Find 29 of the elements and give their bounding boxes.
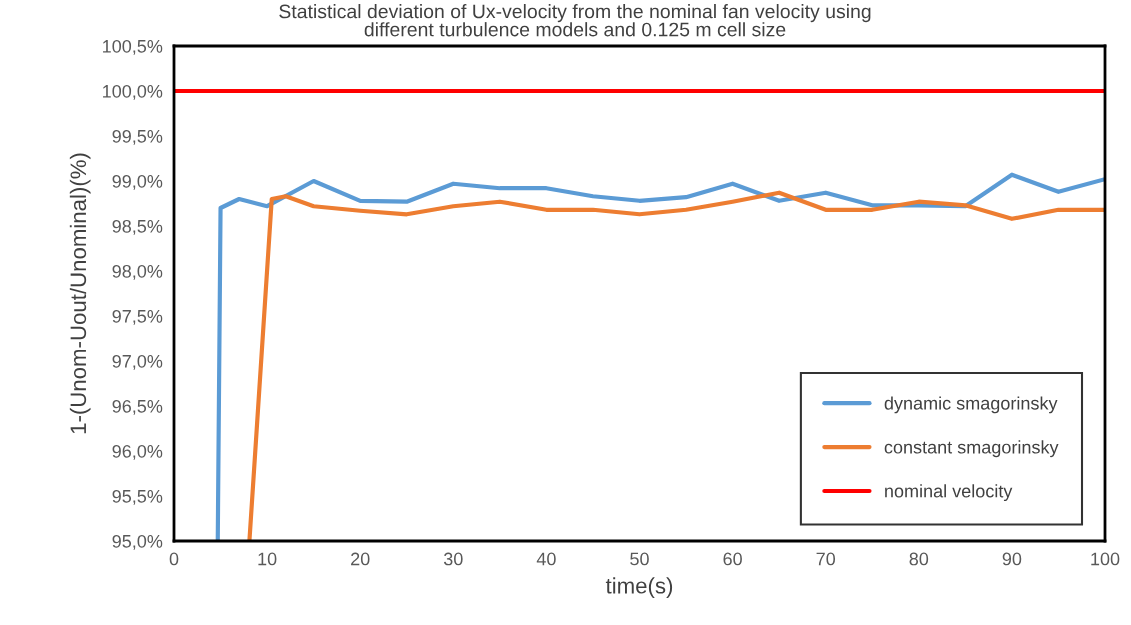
x-tick-label: 80 [909, 552, 929, 566]
y-tick-label: 97,0% [112, 354, 163, 370]
y-tick-label: 96,0% [112, 444, 163, 460]
y-tick-label: 100,5% [103, 39, 163, 55]
x-tick-label: 20 [351, 552, 370, 566]
x-tick-label: 50 [630, 552, 649, 566]
x-axis-title: time(s) [605, 577, 673, 598]
y-axis-title: 1-(Unom-Uout/Unominal)(%) [69, 153, 91, 434]
legend-label: constant smagorinsky [884, 440, 1059, 458]
x-tick-label: 40 [536, 552, 556, 566]
x-tick-label: 10 [258, 552, 277, 566]
x-tick-label: 90 [1002, 552, 1022, 566]
y-tick-label: 96,5% [112, 399, 163, 415]
y-tick-label: 97,5% [112, 309, 163, 325]
y-tick-label: 95,0% [112, 534, 163, 550]
legend-label: dynamic smagorinsky [884, 396, 1058, 414]
legend-label: nominal velocity [885, 484, 1013, 502]
x-tick-label: 60 [723, 552, 742, 566]
x-tick-label: 70 [816, 552, 836, 566]
x-tick-label: 30 [443, 552, 463, 566]
y-tick-label: 100,0% [103, 84, 163, 100]
y-tick-label: 98,5% [112, 219, 163, 235]
y-tick-label: 98,0% [112, 264, 163, 280]
x-tick-label: 100 [1091, 552, 1120, 566]
chart-title: Statistical deviation of Ux-velocity from the nominal fan velocity using different turbulence models and 0.125 m cell size [279, 4, 871, 37]
y-tick-label: 95,5% [112, 489, 163, 505]
x-tick-label: 0 [169, 552, 179, 566]
y-tick-label: 99,0% [112, 174, 163, 190]
y-tick-label: 99,5% [112, 129, 163, 145]
